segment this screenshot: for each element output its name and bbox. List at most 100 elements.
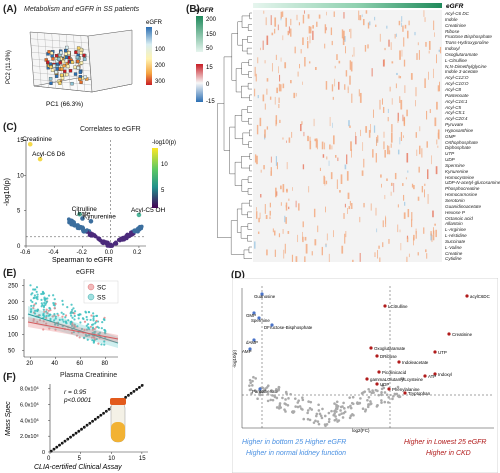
x-tick-label: 60	[76, 361, 83, 367]
heatmap-cell	[347, 85, 349, 90]
heatmap-cell	[346, 154, 348, 165]
heatmap-cell	[375, 24, 377, 27]
heatmap-cell	[275, 156, 277, 166]
panel-d-note-left-1: Higher in bottom 25 Higher eGFR	[242, 439, 346, 446]
heatmap-cell	[287, 230, 290, 234]
heatmap-cell	[349, 75, 351, 85]
heatmap-cell	[402, 194, 405, 201]
data-point	[349, 406, 353, 410]
x-tick-label: -0.6	[20, 250, 31, 256]
heatmap-cell	[428, 40, 431, 50]
heatmap-cell	[379, 33, 381, 42]
ss-point	[92, 315, 95, 318]
ss-point	[77, 314, 81, 317]
heatmap-cell	[394, 172, 397, 180]
heatmap-cell	[375, 207, 377, 216]
panel-a-colorbar	[146, 27, 152, 85]
heatmap-cell	[336, 54, 338, 60]
data-point	[333, 418, 337, 422]
heatmap-cell	[257, 231, 260, 234]
ss-point	[40, 292, 43, 296]
data-point	[335, 403, 338, 407]
ss-point	[97, 326, 100, 329]
sc-point	[74, 325, 77, 328]
data-point	[306, 409, 310, 412]
sc-point	[93, 336, 96, 339]
ss-point	[85, 324, 88, 327]
sc-point	[47, 309, 50, 312]
data-point	[284, 410, 287, 413]
pca-point	[76, 59, 80, 64]
heatmap-cell	[383, 131, 385, 138]
heatmap-cell	[257, 57, 259, 64]
panel-b-legend-bottom-bar	[196, 64, 203, 102]
sc-point	[48, 327, 51, 330]
dendrogram-branch	[246, 47, 252, 55]
heatmap-cell	[384, 149, 386, 158]
heatmap-row-label: Octanoic acid	[445, 215, 473, 221]
heatmap-cell	[329, 144, 331, 150]
panel-d-ylabel: -log10(p)	[232, 349, 237, 368]
heatmap-row-label: L-Citrulline	[445, 57, 467, 63]
ss-point	[98, 331, 102, 334]
dendrogram-branch	[248, 118, 252, 125]
panel-e-title: eGFR	[76, 269, 95, 276]
data-point	[392, 394, 395, 398]
heatmap-cell	[328, 160, 330, 166]
data-point	[341, 416, 345, 419]
heatmap-cell	[269, 210, 271, 216]
ss-point	[53, 298, 56, 301]
heatmap-cell	[358, 10, 360, 21]
panel-label-f: (F)	[3, 372, 16, 383]
heatmap-cell	[258, 217, 260, 223]
data-point	[289, 392, 292, 396]
heatmap-cell	[254, 241, 256, 249]
data-point	[330, 409, 333, 413]
data-point	[261, 386, 265, 390]
ss-point	[101, 321, 104, 324]
labeled-point	[377, 370, 381, 374]
heatmap-cell	[402, 25, 404, 32]
legend-tick: 15	[206, 65, 213, 71]
sc-point	[95, 319, 98, 323]
pca-point	[54, 70, 58, 74]
sc-point	[51, 315, 54, 318]
data-point	[367, 403, 370, 407]
ss-point	[79, 321, 82, 324]
heatmap-cell	[390, 182, 393, 186]
heatmap-cell	[309, 35, 311, 44]
data-point	[380, 390, 383, 394]
dendrogram-branch	[234, 161, 242, 186]
ss-point	[54, 317, 57, 320]
heatmap-cell	[399, 76, 402, 79]
heatmap-cell	[269, 96, 272, 100]
ss-point	[45, 310, 48, 313]
x-tick-label: 5	[78, 456, 82, 462]
heatmap-cell	[324, 24, 327, 34]
pca-point	[67, 51, 71, 55]
ss-point	[31, 300, 34, 304]
data-point	[335, 407, 339, 411]
ss-point	[84, 333, 87, 337]
heatmap-cell	[318, 14, 321, 19]
heatmap-cell	[298, 203, 300, 211]
pca-point	[83, 57, 87, 62]
y-tick-label: 4.0x10⁶	[20, 417, 39, 424]
heatmap-row-label: Spermine	[445, 162, 465, 168]
heatmap-cell	[436, 101, 438, 110]
dendrogram-branch	[241, 179, 249, 192]
heatmap-cell	[301, 121, 303, 125]
heatmap-cell	[276, 191, 278, 196]
heatmap-row-label: Trans-Hydroxyproline	[445, 40, 489, 46]
heatmap-cell	[344, 164, 347, 170]
panel-b-heatmap-body	[253, 10, 442, 262]
data-point	[306, 411, 309, 415]
heatmap-cell	[324, 43, 326, 49]
heatmap-cell	[403, 117, 406, 127]
heatmap-cell	[350, 141, 352, 151]
ss-point	[70, 303, 73, 306]
heatmap-cell	[264, 129, 266, 138]
heatmap-row-label: Orthophosphate	[445, 139, 478, 145]
point-label: UDP	[380, 382, 389, 387]
legend-tick: -15	[206, 99, 215, 105]
